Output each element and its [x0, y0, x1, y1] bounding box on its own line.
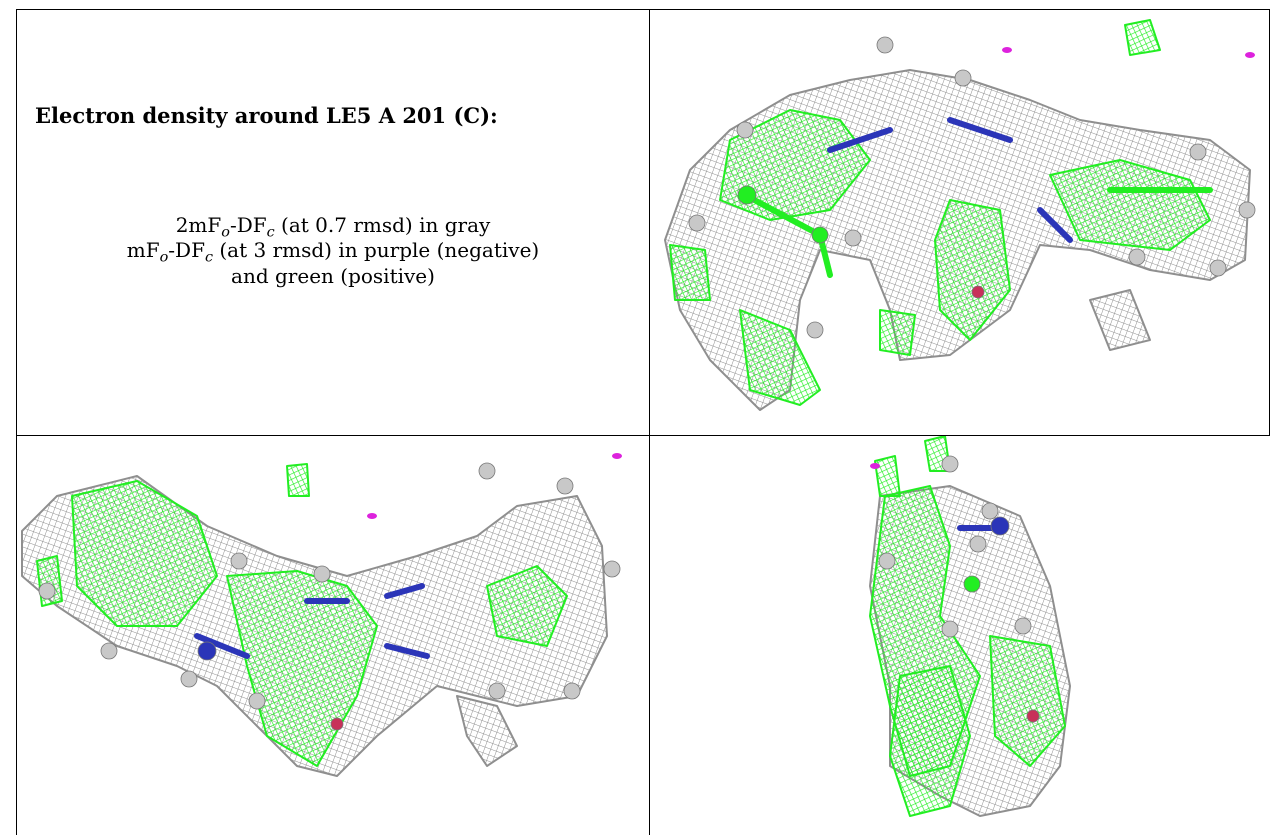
positive-density-blob	[286, 463, 310, 497]
table-border-middle	[649, 9, 650, 835]
bond	[742, 192, 823, 238]
bond	[384, 643, 430, 659]
caption-title: Electron density around LE5 A 201 (C):	[35, 103, 498, 128]
caption-line1-tail: (at 0.7 rmsd) in gray	[274, 213, 491, 237]
hydrogen-atom	[1189, 143, 1207, 161]
caption-body: 2mFo-DFc (at 0.7 rmsd) in gray mFo-DFc (…	[17, 213, 649, 289]
carbon-atom	[811, 226, 829, 244]
positive-density-blob	[1049, 159, 1211, 251]
hydrogen-atom	[941, 620, 959, 638]
hydrogen-atom	[806, 321, 824, 339]
bond	[827, 127, 893, 153]
hydrogen-atom	[313, 565, 331, 583]
density-mesh-fragment	[456, 695, 518, 767]
density-mesh-fragment	[1089, 289, 1151, 351]
negative-density-blob	[1002, 47, 1012, 53]
caption-cell: Electron density around LE5 A 201 (C): 2…	[17, 10, 649, 435]
nitrogen-atom	[990, 516, 1010, 536]
caption-line2-tail: (at 3 rmsd) in purple (negative)	[213, 238, 540, 263]
hydrogen-atom	[1128, 248, 1146, 266]
hydrogen-atom	[1238, 201, 1256, 219]
positive-density-blob	[719, 109, 871, 221]
density-view-bottom-right	[869, 436, 1071, 817]
caption-line-2fofc: 2mFo-DFc (at 0.7 rmsd) in gray	[17, 213, 649, 241]
density-view-bottom-left	[21, 453, 622, 777]
caption-line2-sub-o: o	[159, 249, 169, 266]
hydrogen-atom	[1014, 617, 1032, 635]
bond	[384, 583, 425, 599]
negative-density-blob	[1245, 52, 1255, 58]
hydrogen-atom	[38, 582, 56, 600]
negative-density-blob	[612, 453, 622, 459]
hydrogen-atom	[876, 36, 894, 54]
bond	[947, 117, 1013, 143]
positive-density-blob	[889, 665, 971, 817]
oxygen-atom	[971, 285, 985, 299]
hydrogen-atom	[969, 535, 987, 553]
oxygen-atom	[330, 717, 344, 731]
hydrogen-atom	[478, 462, 496, 480]
density-view-top-right	[664, 19, 1256, 411]
hydrogen-atom	[1209, 259, 1227, 277]
carbon-atom	[963, 575, 981, 593]
positive-density-blob	[1124, 19, 1161, 56]
positive-density-blob	[486, 565, 568, 647]
positive-density-blob	[226, 570, 378, 767]
bond	[194, 633, 250, 659]
hydrogen-atom	[736, 121, 754, 139]
hydrogen-atom	[603, 560, 621, 578]
table-border-left	[16, 9, 17, 835]
table-row-divider	[17, 435, 1270, 436]
hydrogen-atom	[981, 502, 999, 520]
hydrogen-atom	[941, 455, 959, 473]
nitrogen-atom	[197, 641, 217, 661]
density-panel-bottom-left	[17, 436, 649, 835]
carbon-atom	[737, 185, 757, 205]
oxygen-atom	[1026, 709, 1040, 723]
hydrogen-atom	[878, 552, 896, 570]
positive-density-blob	[989, 635, 1066, 767]
positive-density-blob	[669, 244, 711, 301]
hydrogen-atom	[248, 692, 266, 710]
caption-line2-b: -DF	[168, 238, 205, 263]
hydrogen-atom	[180, 670, 198, 688]
positive-density-blob	[739, 309, 821, 406]
positive-density-blob	[934, 199, 1011, 341]
positive-density-blob	[879, 309, 916, 356]
hydrogen-atom	[100, 642, 118, 660]
caption-line-positive: and green (positive)	[231, 263, 435, 288]
positive-density-blob	[874, 455, 901, 497]
hydrogen-atom	[563, 682, 581, 700]
negative-density-blob	[367, 513, 377, 519]
density-panel-top-right	[650, 10, 1270, 435]
caption-line1-a: 2mF	[175, 213, 222, 237]
bond	[1037, 207, 1073, 243]
density-panel-bottom-right	[650, 436, 1270, 835]
caption-line1-b: -DF	[229, 213, 267, 237]
caption-line2-a: mF	[126, 238, 160, 263]
caption-line1-sub-o: o	[221, 224, 230, 241]
table-border-top	[17, 9, 1270, 10]
table-border-right	[1269, 9, 1270, 436]
positive-density-blob	[71, 480, 218, 627]
negative-density-blob	[870, 463, 880, 469]
caption-line2-sub-c: c	[204, 249, 214, 266]
hydrogen-atom	[230, 552, 248, 570]
hydrogen-atom	[954, 69, 972, 87]
hydrogen-atom	[688, 214, 706, 232]
hydrogen-atom	[556, 477, 574, 495]
caption-line1-sub-c: c	[266, 224, 275, 241]
hydrogen-atom	[488, 682, 506, 700]
caption-line-fofc: mFo-DFc (at 3 rmsd) in purple (negative)	[17, 238, 649, 266]
hydrogen-atom	[844, 229, 862, 247]
